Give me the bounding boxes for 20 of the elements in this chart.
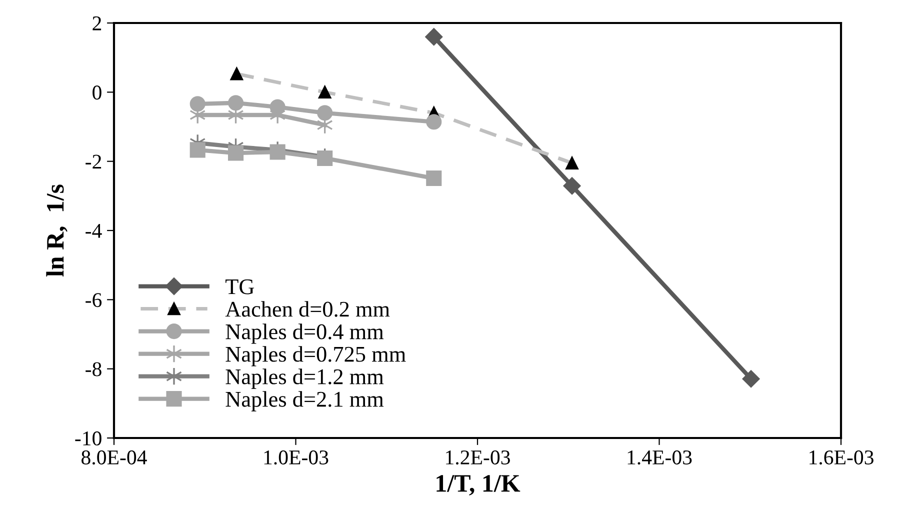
y-axis-title: ln R, 1/s [46,184,68,277]
y-tick-label: 0 [92,86,102,100]
legend-label: Naples d=0.4 mm [226,324,384,344]
legend-label: Naples d=1.2 mm [226,368,384,389]
legend-label: Aachen d=0.2 mm [225,301,390,317]
x-tick-label: 8.0E-04 [82,450,147,465]
x-tick-label: 1.6E-03 [810,450,874,465]
y-tick-label: -2 [86,154,102,169]
y-tick-label: -4 [86,224,102,238]
x-tick-label: 1.2E-03 [446,450,510,465]
y-tick-label: 2 [92,16,102,30]
x-tick-label: 1.4E-03 [628,450,692,465]
legend-label: Naples d=2.1 mm [226,391,384,412]
y-tick-label: -6 [86,293,102,308]
y-tick-label: -8 [86,362,102,376]
x-axis-title: 1/T, 1/K [436,475,520,496]
legend-label: Naples d=0.725 mm [226,346,406,366]
y-tick-label: -10 [75,431,102,446]
legend-label: TG [226,279,254,294]
x-tick-label: 1.0E-03 [264,450,328,465]
